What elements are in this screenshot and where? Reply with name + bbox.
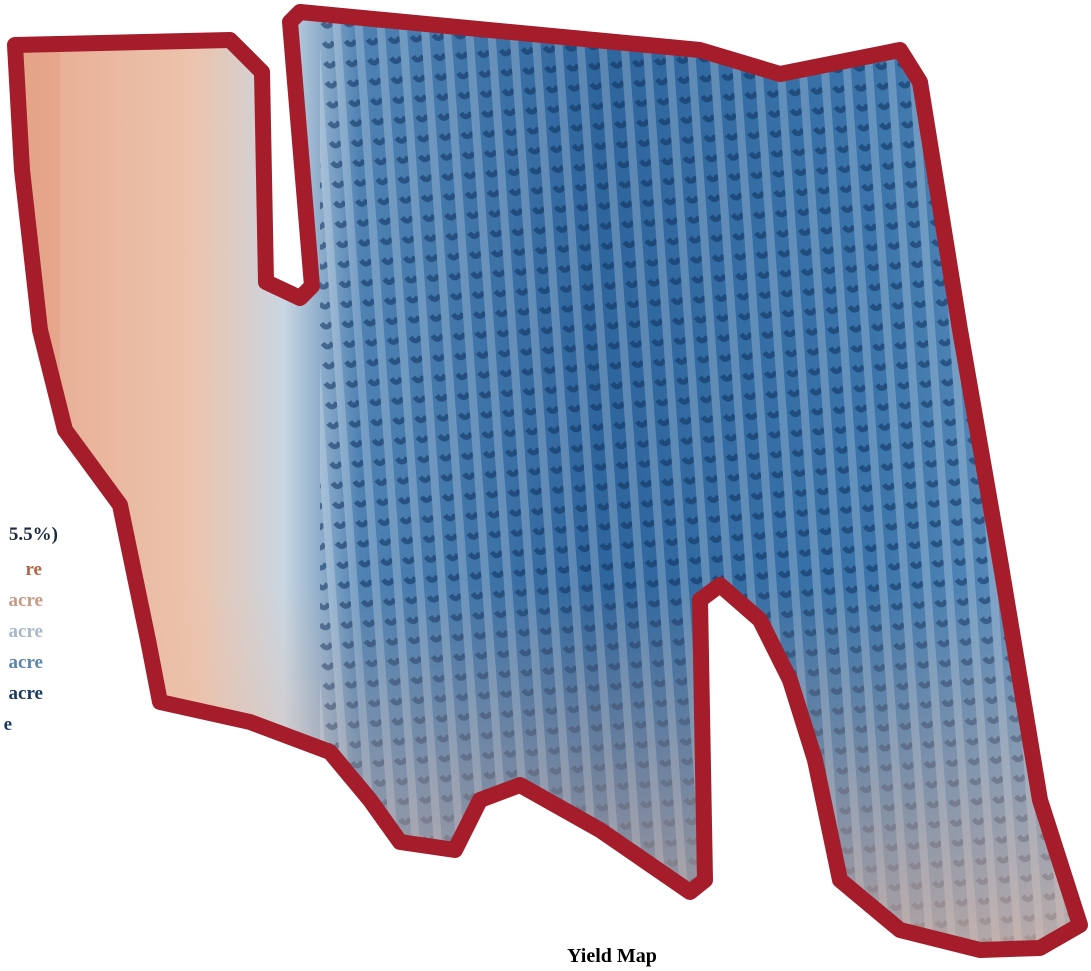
yield-map: 5.5%) re acre acre acre acre e Yield Map (0, 0, 1091, 971)
legend-item: 5.5%) (9, 524, 58, 545)
legend-item: acre (9, 683, 43, 704)
legend-item: acre (9, 621, 43, 642)
legend-item: acre (9, 590, 43, 611)
map-title: Yield Map (567, 945, 657, 967)
legend-item: acre (9, 652, 43, 673)
legend-item: re (25, 559, 42, 580)
legend: 5.5%) re acre acre acre acre e (4, 524, 58, 735)
page: {"title": "Yield Map", "legend": {"items… (0, 0, 1091, 971)
legend-item: e (4, 714, 12, 735)
